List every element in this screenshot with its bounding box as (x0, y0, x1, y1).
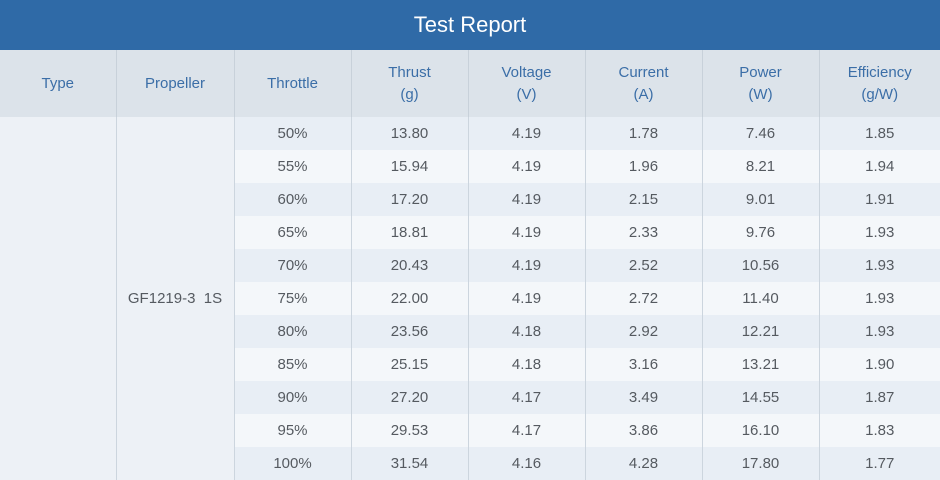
thrust-cell: 15.94 (351, 150, 468, 183)
header-current: Current(A) (585, 50, 702, 117)
efficiency-cell: 1.87 (819, 381, 940, 414)
voltage-cell: 4.19 (468, 282, 585, 315)
efficiency-cell: 1.94 (819, 150, 940, 183)
voltage-cell: 4.18 (468, 348, 585, 381)
header-throttle: Throttle (234, 50, 351, 117)
thrust-cell: 20.43 (351, 249, 468, 282)
report-title: Test Report (0, 0, 940, 50)
header-thrust: Thrust(g) (351, 50, 468, 117)
current-cell: 4.28 (585, 447, 702, 480)
throttle-cell: 95% (234, 414, 351, 447)
efficiency-cell: 1.93 (819, 216, 940, 249)
throttle-cell: 90% (234, 381, 351, 414)
voltage-cell: 4.19 (468, 216, 585, 249)
efficiency-cell: 1.85 (819, 117, 940, 150)
header-row: Type Propeller Throttle Thrust(g) Voltag… (0, 50, 940, 117)
throttle-cell: 65% (234, 216, 351, 249)
current-cell: 3.86 (585, 414, 702, 447)
voltage-cell: 4.19 (468, 249, 585, 282)
current-cell: 2.72 (585, 282, 702, 315)
efficiency-cell: 1.91 (819, 183, 940, 216)
current-cell: 3.49 (585, 381, 702, 414)
thrust-cell: 13.80 (351, 117, 468, 150)
power-cell: 9.76 (702, 216, 819, 249)
throttle-cell: 75% (234, 282, 351, 315)
throttle-cell: 55% (234, 150, 351, 183)
header-power: Power(W) (702, 50, 819, 117)
power-cell: 14.55 (702, 381, 819, 414)
voltage-cell: 4.18 (468, 315, 585, 348)
thrust-cell: 18.81 (351, 216, 468, 249)
power-cell: 9.01 (702, 183, 819, 216)
type-cell (0, 117, 116, 480)
power-cell: 10.56 (702, 249, 819, 282)
voltage-cell: 4.17 (468, 381, 585, 414)
current-cell: 2.52 (585, 249, 702, 282)
throttle-cell: 100% (234, 447, 351, 480)
header-power-unit: (W) (703, 84, 819, 106)
efficiency-cell: 1.93 (819, 315, 940, 348)
power-cell: 16.10 (702, 414, 819, 447)
propeller-cell: GF1219-3 1S (116, 117, 234, 480)
header-current-unit: (A) (586, 84, 702, 106)
power-cell: 12.21 (702, 315, 819, 348)
power-cell: 11.40 (702, 282, 819, 315)
current-cell: 2.33 (585, 216, 702, 249)
header-efficiency: Efficiency(g/W) (819, 50, 940, 117)
throttle-cell: 80% (234, 315, 351, 348)
throttle-cell: 60% (234, 183, 351, 216)
efficiency-cell: 1.93 (819, 282, 940, 315)
thrust-cell: 29.53 (351, 414, 468, 447)
current-cell: 1.96 (585, 150, 702, 183)
thrust-cell: 25.15 (351, 348, 468, 381)
current-cell: 3.16 (585, 348, 702, 381)
power-cell: 17.80 (702, 447, 819, 480)
header-thrust-unit: (g) (352, 84, 468, 106)
power-cell: 8.21 (702, 150, 819, 183)
power-cell: 7.46 (702, 117, 819, 150)
header-type: Type (0, 50, 116, 117)
thrust-cell: 27.20 (351, 381, 468, 414)
efficiency-cell: 1.90 (819, 348, 940, 381)
voltage-cell: 4.19 (468, 150, 585, 183)
header-voltage: Voltage(V) (468, 50, 585, 117)
test-report-table: Type Propeller Throttle Thrust(g) Voltag… (0, 50, 940, 480)
current-cell: 2.15 (585, 183, 702, 216)
thrust-cell: 23.56 (351, 315, 468, 348)
efficiency-cell: 1.93 (819, 249, 940, 282)
efficiency-cell: 1.83 (819, 414, 940, 447)
voltage-cell: 4.19 (468, 117, 585, 150)
throttle-cell: 85% (234, 348, 351, 381)
header-efficiency-unit: (g/W) (820, 84, 940, 106)
power-cell: 13.21 (702, 348, 819, 381)
current-cell: 1.78 (585, 117, 702, 150)
thrust-cell: 31.54 (351, 447, 468, 480)
header-voltage-unit: (V) (469, 84, 585, 106)
voltage-cell: 4.16 (468, 447, 585, 480)
voltage-cell: 4.19 (468, 183, 585, 216)
throttle-cell: 50% (234, 117, 351, 150)
efficiency-cell: 1.77 (819, 447, 940, 480)
thrust-cell: 17.20 (351, 183, 468, 216)
voltage-cell: 4.17 (468, 414, 585, 447)
header-propeller: Propeller (116, 50, 234, 117)
thrust-cell: 22.00 (351, 282, 468, 315)
throttle-cell: 70% (234, 249, 351, 282)
current-cell: 2.92 (585, 315, 702, 348)
